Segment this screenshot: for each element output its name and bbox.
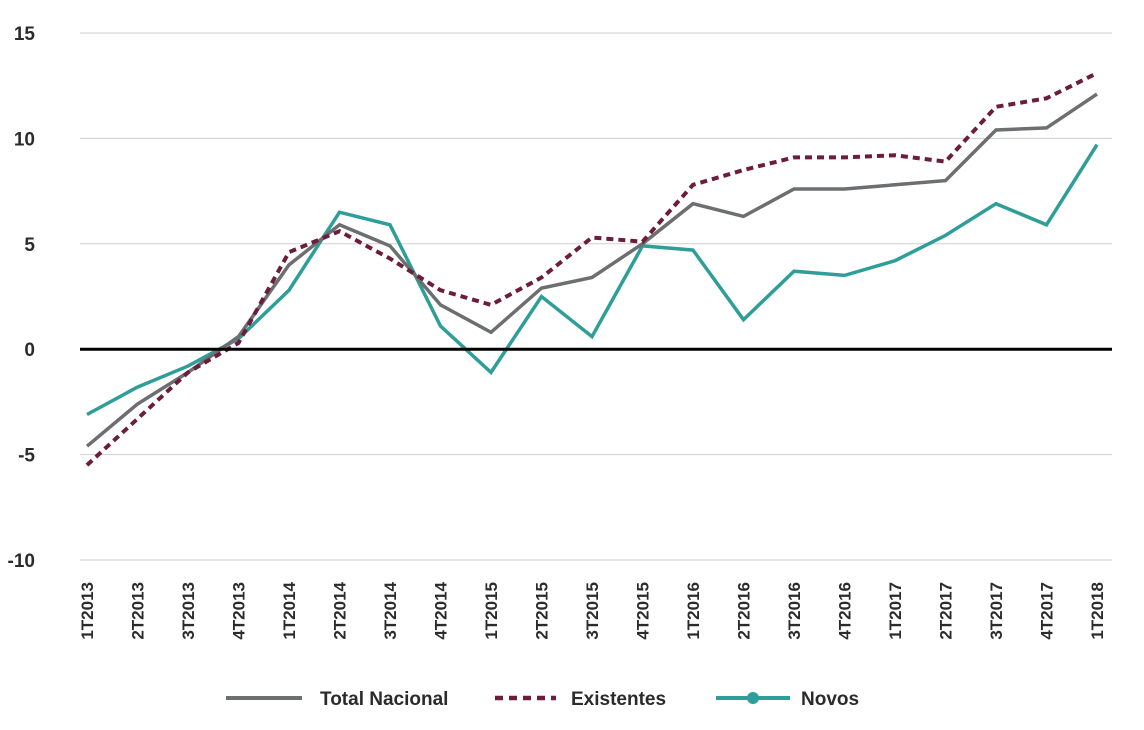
x-tick-label: 4T2016 xyxy=(836,582,855,640)
x-tick-label: 1T2016 xyxy=(684,582,703,640)
x-tick-label: 2T2014 xyxy=(331,581,350,639)
x-tick-label: 2T2013 xyxy=(129,582,148,640)
x-tick-label: 3T2015 xyxy=(583,582,602,640)
x-tick-label: 2T2015 xyxy=(533,582,552,640)
x-tick-label: 2T2016 xyxy=(735,582,754,640)
y-tick-label: 10 xyxy=(14,129,35,150)
legend: Total Nacional Existentes Novos xyxy=(226,689,859,710)
x-tick-label: 1T2017 xyxy=(886,582,905,640)
x-tick-label: 3T2014 xyxy=(381,581,400,639)
x-axis-tick-labels: 1T2013 2T2013 3T2013 4T2013 1T2014 2T2014 3T20… xyxy=(78,581,1107,639)
x-tick-label: 1T2014 xyxy=(280,581,299,639)
legend-marker-novos xyxy=(747,692,759,704)
x-tick-label: 1T2018 xyxy=(1088,582,1107,640)
x-tick-label: 1T2013 xyxy=(78,582,97,640)
x-tick-label: 4T2015 xyxy=(634,582,653,640)
series-line-total-nacional xyxy=(85,92,1098,448)
x-tick-label: 3T2016 xyxy=(785,582,804,640)
series-line-existentes xyxy=(85,71,1098,467)
x-tick-label: 4T2017 xyxy=(1038,582,1057,640)
y-tick-label: 0 xyxy=(24,340,35,361)
legend-label-novos: Novos xyxy=(801,689,859,710)
x-tick-label: 1T2015 xyxy=(482,582,501,640)
y-tick-label: -5 xyxy=(18,446,35,467)
y-tick-label: 15 xyxy=(14,24,36,45)
series-line-novos xyxy=(86,143,1099,417)
y-axis-tick-labels: 15 10 5 0 -5 -10 xyxy=(8,24,36,572)
y-tick-label: -10 xyxy=(8,551,35,572)
grid-lines xyxy=(80,32,1112,561)
legend-label-total-nacional: Total Nacional xyxy=(320,689,448,710)
series-lines xyxy=(80,71,1112,467)
x-tick-label: 3T2017 xyxy=(987,582,1006,640)
legend-label-existentes: Existentes xyxy=(571,689,666,710)
x-tick-label: 4T2013 xyxy=(230,582,249,640)
x-tick-label: 4T2014 xyxy=(432,581,451,639)
y-tick-label: 5 xyxy=(24,235,35,256)
x-tick-label: 3T2013 xyxy=(179,582,198,640)
x-tick-label: 2T2017 xyxy=(937,582,956,640)
